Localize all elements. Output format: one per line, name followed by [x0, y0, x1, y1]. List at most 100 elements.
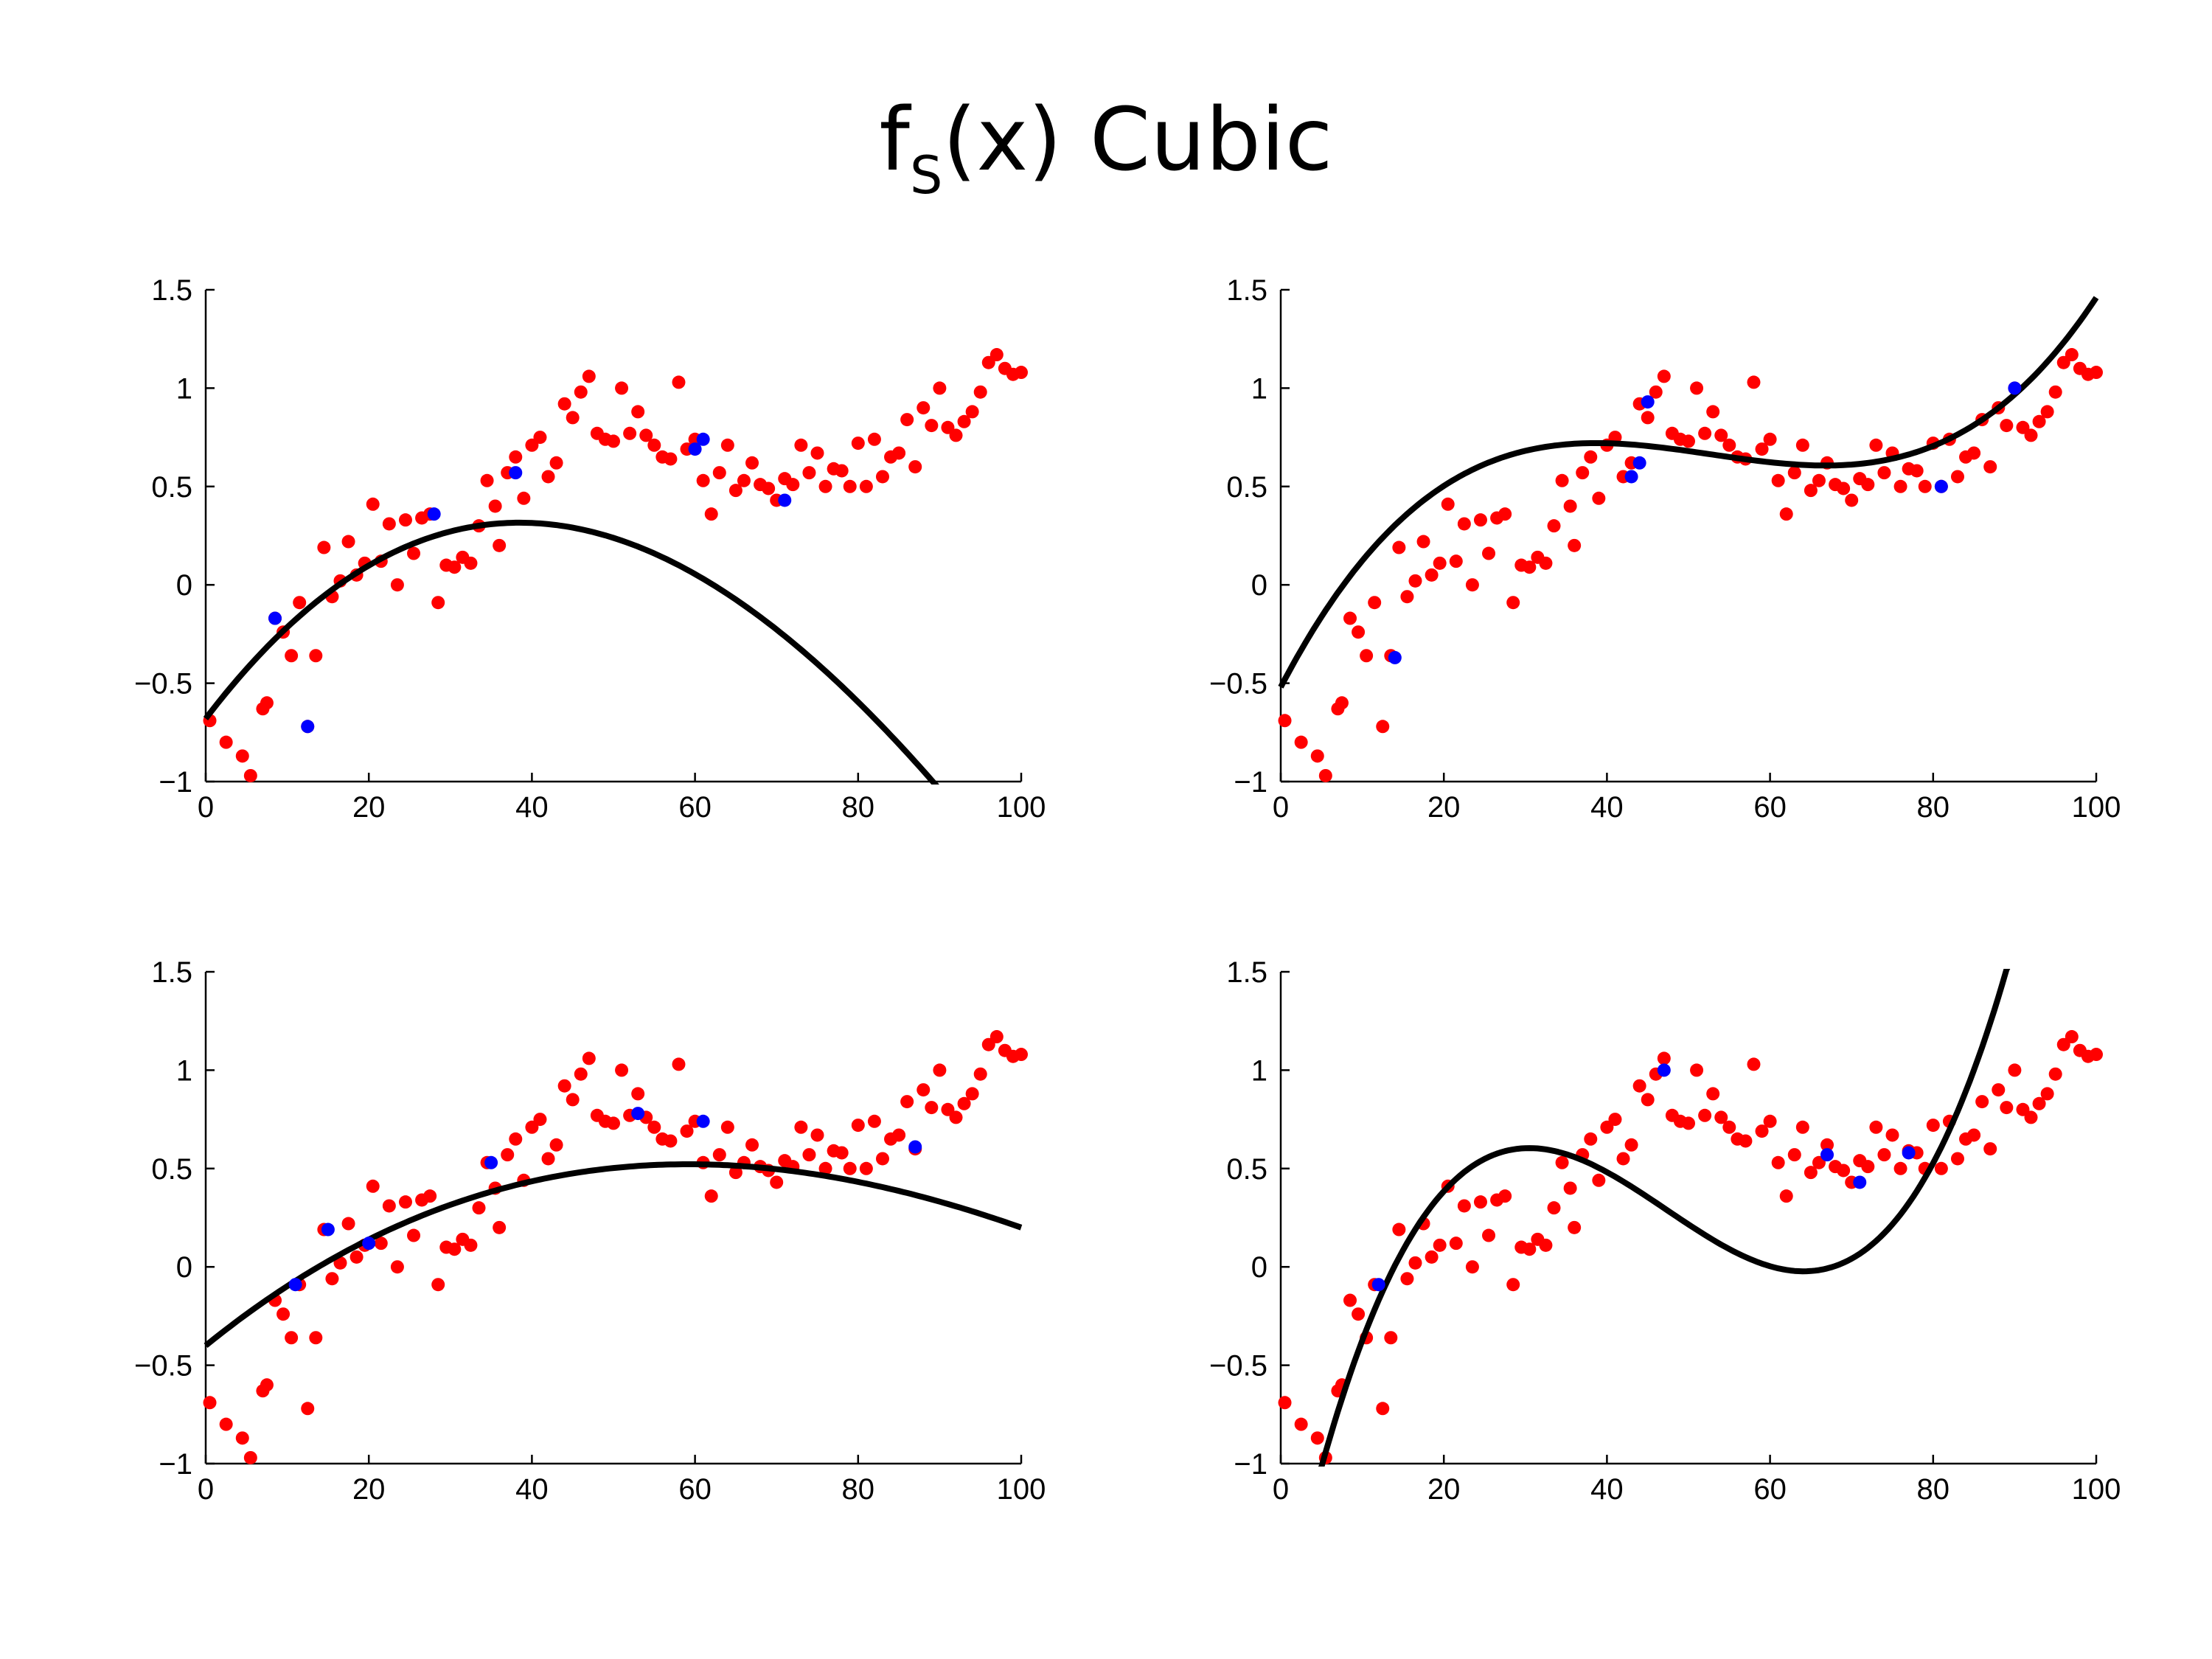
- data-point: [541, 1152, 555, 1166]
- data-point: [1682, 1116, 1695, 1130]
- data-point: [2048, 385, 2062, 399]
- data-point: [549, 1138, 563, 1152]
- data-point: [762, 481, 776, 495]
- data-point: [1624, 1138, 1638, 1152]
- data-point: [1408, 574, 1422, 588]
- data-point: [431, 1278, 445, 1292]
- data-point: [390, 578, 404, 592]
- data-point: [1376, 1402, 1390, 1416]
- data-point: [607, 434, 620, 448]
- data-point: [1563, 499, 1577, 513]
- data-point: [1910, 464, 1924, 478]
- data-point: [1457, 1199, 1471, 1213]
- data-point: [1983, 1142, 1997, 1156]
- data-point: [917, 1083, 931, 1097]
- data-point: [1473, 1195, 1487, 1209]
- data-point: [260, 696, 274, 710]
- data-point: [235, 1431, 249, 1445]
- data-point: [2016, 420, 2030, 434]
- data-point: [1967, 1128, 1981, 1142]
- data-point: [672, 1057, 686, 1071]
- data-point: [1335, 696, 1349, 710]
- data-point: [802, 1148, 816, 1162]
- data-point: [1641, 1093, 1655, 1107]
- data-point: [1318, 768, 1332, 782]
- data-point: [704, 507, 718, 521]
- x-tick-label: 0: [198, 1473, 214, 1506]
- data-point: [1465, 1260, 1479, 1274]
- x-tick-label: 60: [678, 791, 712, 824]
- data-point: [835, 464, 849, 478]
- sample-point: [688, 442, 702, 456]
- data-point: [1804, 484, 1818, 498]
- data-point: [1310, 1431, 1324, 1445]
- data-point: [366, 1179, 380, 1193]
- data-point: [1893, 1161, 1907, 1175]
- data-point: [1698, 426, 1712, 440]
- data-point: [1392, 1222, 1406, 1237]
- data-point: [981, 1037, 995, 1051]
- data-point: [1795, 438, 1809, 452]
- data-point: [317, 540, 331, 554]
- data-point: [892, 446, 906, 460]
- sample-point: [696, 1114, 710, 1128]
- data-point: [810, 446, 824, 460]
- data-point: [1779, 1189, 1793, 1203]
- data-point: [908, 460, 922, 474]
- data-point: [1657, 1051, 1671, 1065]
- data-point: [647, 1120, 661, 1134]
- data-point: [1498, 1189, 1512, 1203]
- data-point: [941, 1102, 955, 1116]
- data-point: [631, 1087, 645, 1101]
- data-point: [900, 413, 914, 427]
- sample-point: [288, 1278, 302, 1292]
- subplot-2: 0 20 40 60 80 100 −1 −0.5 0 0.5 1 1.5: [1209, 274, 2121, 824]
- data-point: [1457, 517, 1471, 531]
- sample-point: [778, 493, 792, 507]
- y-tick-label: −0.5: [1209, 668, 1267, 700]
- data-point: [1632, 1079, 1646, 1093]
- data-point: [1787, 1148, 1801, 1162]
- data-point: [1885, 1128, 1899, 1142]
- data-point: [672, 375, 686, 389]
- data-point: [557, 1079, 571, 1093]
- data-point: [1433, 556, 1447, 570]
- data-point: [582, 1051, 596, 1065]
- data-point: [1592, 1173, 1606, 1187]
- data-point: [1584, 1132, 1598, 1146]
- data-point: [407, 1228, 421, 1242]
- y-tick-label: 0: [176, 1251, 192, 1284]
- x-tick-label: 80: [1917, 1473, 1950, 1506]
- data-point: [851, 437, 865, 451]
- x-tick-label: 0: [198, 791, 214, 824]
- data-point: [1015, 366, 1028, 380]
- data-point: [1392, 540, 1406, 554]
- x-tick-label: 40: [515, 1473, 549, 1506]
- data-point: [1657, 369, 1671, 383]
- data-point: [1649, 385, 1663, 399]
- x-tick-label: 100: [2072, 791, 2121, 824]
- data-point: [2056, 1037, 2070, 1051]
- data-point: [2024, 1110, 2038, 1124]
- y-tick-label: 0: [176, 569, 192, 602]
- data-point: [1682, 434, 1695, 448]
- data-point: [2000, 419, 2014, 433]
- data-point: [1539, 556, 1553, 570]
- data-point: [933, 1063, 947, 1077]
- title-subscript: S: [909, 145, 943, 206]
- sample-point: [2008, 381, 2022, 395]
- sample-point: [631, 1107, 645, 1121]
- data-point: [1584, 450, 1598, 464]
- sample-point: [1371, 1278, 1385, 1292]
- sample-point: [301, 720, 315, 734]
- sample-point: [509, 466, 523, 480]
- title-prefix: f: [879, 88, 910, 190]
- data-point: [1992, 1083, 2006, 1097]
- data-point: [2056, 355, 2070, 369]
- x-tick-label: 100: [997, 791, 1046, 824]
- sample-point: [321, 1222, 335, 1237]
- data-point: [1352, 625, 1366, 639]
- data-point: [1861, 1160, 1875, 1174]
- data-point: [1441, 497, 1455, 511]
- data-point: [1555, 1155, 1569, 1169]
